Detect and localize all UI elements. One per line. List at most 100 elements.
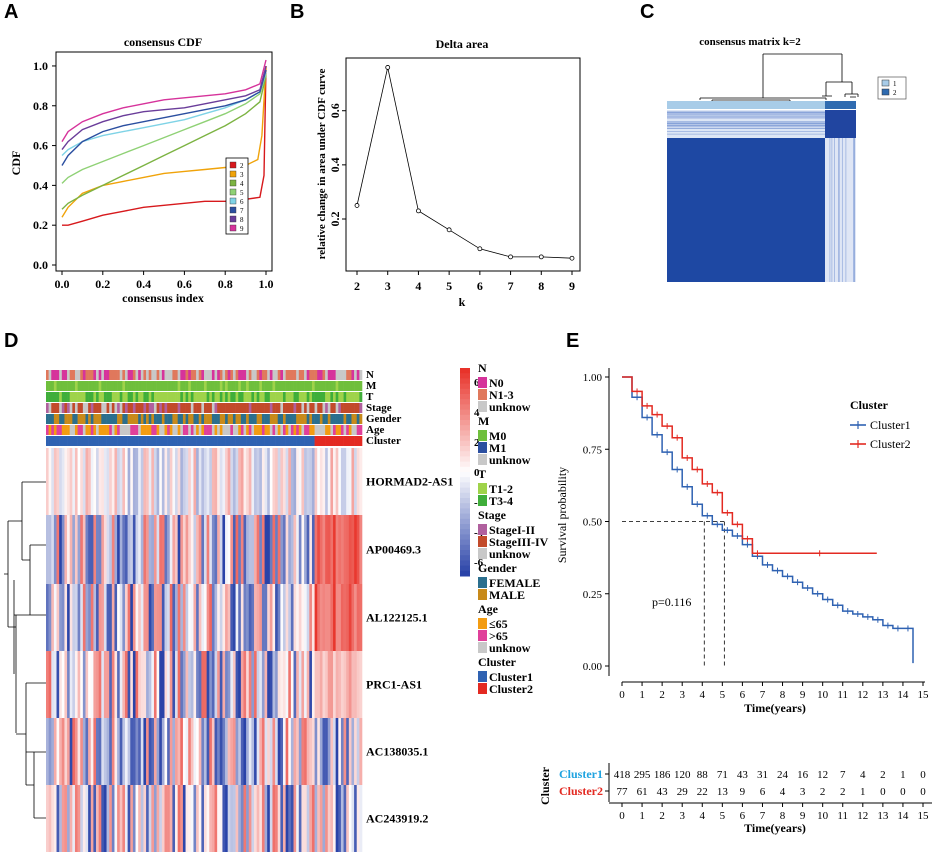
cdf-plot-frame bbox=[55, 51, 273, 272]
scale-segment bbox=[460, 456, 470, 463]
risk-cell: 1 bbox=[900, 769, 906, 781]
risk-xtick-label: 5 bbox=[720, 810, 726, 822]
km-xtick-label: 7 bbox=[760, 689, 766, 701]
delta-point-k3 bbox=[385, 65, 391, 70]
legend-swatch bbox=[478, 548, 487, 559]
km-pvalue: p=0.116 bbox=[652, 595, 691, 609]
scale-segment bbox=[460, 440, 470, 447]
scale-segment bbox=[460, 560, 470, 567]
legend-item-label: T1-2 bbox=[489, 482, 513, 496]
cdf-legend-label-8: 8 bbox=[240, 216, 244, 224]
km-xtick-label: 11 bbox=[837, 689, 848, 701]
km-xtick-label: 13 bbox=[877, 689, 889, 701]
legend-swatch bbox=[478, 630, 487, 641]
annotation-row-m bbox=[46, 381, 363, 391]
legend-item-label: FEMALE bbox=[489, 576, 540, 590]
km-legend-label-Cluster2: Cluster2 bbox=[870, 437, 911, 451]
gene-label: PRC1-AS1 bbox=[366, 678, 422, 692]
legend-item-label: unknow bbox=[489, 400, 531, 414]
risk-cell: 9 bbox=[740, 786, 746, 798]
km-xtick-label: 8 bbox=[780, 689, 786, 701]
cdf-legend-label-6: 6 bbox=[240, 198, 244, 206]
scale-tick-label: -6 bbox=[474, 557, 484, 569]
legend-swatch bbox=[478, 442, 487, 453]
cdf-series-2 bbox=[62, 65, 267, 226]
annotation-row-gender bbox=[46, 414, 363, 424]
matrix-legend-label-2: 2 bbox=[893, 89, 897, 97]
scale-segment bbox=[460, 482, 470, 489]
risk-cell: 71 bbox=[717, 769, 728, 781]
cdf-title: consensus CDF bbox=[124, 35, 202, 49]
risk-cell: 22 bbox=[697, 786, 708, 798]
risk-cell: 12 bbox=[817, 769, 828, 781]
scale-segment bbox=[460, 492, 470, 499]
risk-cell: 7 bbox=[840, 769, 846, 781]
scale-tick-label: 2 bbox=[474, 437, 480, 449]
scale-segment bbox=[460, 498, 470, 504]
legend-swatch bbox=[478, 683, 487, 694]
annotation-label-m: M bbox=[366, 380, 377, 392]
legend-item-label: M0 bbox=[489, 429, 506, 443]
legend-swatch bbox=[478, 377, 487, 388]
km-xtick-label: 15 bbox=[918, 689, 930, 701]
scale-segment bbox=[460, 373, 470, 379]
scale-segment bbox=[460, 414, 470, 421]
risk-xtick-label: 15 bbox=[918, 810, 930, 822]
km-xtick-label: 6 bbox=[740, 689, 746, 701]
scale-segment bbox=[460, 565, 470, 572]
risk-xtick-label: 2 bbox=[659, 810, 665, 822]
annotation-row-t bbox=[46, 392, 363, 402]
annotation-label-gender: Gender bbox=[366, 413, 402, 425]
legend-title: N bbox=[478, 361, 487, 375]
risk-cell: 0 bbox=[920, 769, 926, 781]
legend-item-label: Cluster2 bbox=[489, 682, 533, 696]
legend-item-label: T3-4 bbox=[489, 494, 513, 508]
cdf-legend-label-2: 2 bbox=[240, 162, 244, 170]
legend-title: Cluster bbox=[478, 655, 517, 669]
km-ytick-label: 0.25 bbox=[583, 589, 603, 601]
legend-title: T bbox=[478, 467, 486, 481]
cdf-legend-swatch-7 bbox=[229, 206, 237, 214]
risk-xtick-label: 11 bbox=[837, 810, 848, 822]
scale-tick-label: 4 bbox=[474, 407, 480, 419]
legend-title: Gender bbox=[478, 561, 517, 575]
legend-item-label: M1 bbox=[489, 441, 506, 455]
scale-segment bbox=[460, 368, 470, 374]
legend-swatch bbox=[478, 430, 487, 441]
legend-title: Age bbox=[478, 602, 499, 616]
heatmap-row-AP00469.3 bbox=[46, 515, 363, 584]
risk-cell: 16 bbox=[797, 769, 809, 781]
scale-segment bbox=[460, 388, 470, 395]
scale-segment bbox=[460, 425, 470, 431]
scale-segment bbox=[460, 446, 470, 452]
heatmap-row-dendrogram bbox=[4, 481, 46, 819]
km-xtick-label: 0 bbox=[619, 689, 625, 701]
legend-item-label: ≤65 bbox=[489, 617, 508, 631]
cdf-legend-label-4: 4 bbox=[240, 180, 244, 188]
risk-cell: 61 bbox=[637, 786, 648, 798]
legend-item-label: StageI-II bbox=[489, 523, 535, 537]
heatmap-row-HORMAD2-AS1 bbox=[46, 448, 363, 515]
delta-xtick-label: 5 bbox=[446, 279, 452, 293]
scale-segment bbox=[460, 472, 470, 478]
scale-segment bbox=[460, 555, 470, 561]
risk-cell: 2 bbox=[840, 786, 846, 798]
annotation-row-n bbox=[46, 370, 363, 380]
km-ytick-label: 0.00 bbox=[583, 661, 603, 673]
cdf-ytick-label: 0.2 bbox=[33, 218, 48, 232]
cdf-series-3 bbox=[61, 65, 267, 218]
risk-cell: 4 bbox=[780, 786, 786, 798]
km-xtick-label: 14 bbox=[897, 689, 909, 701]
cdf-legend-label-5: 5 bbox=[240, 189, 244, 197]
delta-xlabel: k bbox=[459, 295, 466, 309]
legend-title: M bbox=[478, 414, 489, 428]
scale-segment bbox=[460, 513, 470, 520]
delta-point-k2 bbox=[354, 203, 360, 208]
km-legend-label-Cluster1: Cluster1 bbox=[870, 418, 911, 432]
risk-cell: 2 bbox=[820, 786, 826, 798]
heatmap-legend-t: TT1-2T3-4 bbox=[478, 467, 513, 508]
